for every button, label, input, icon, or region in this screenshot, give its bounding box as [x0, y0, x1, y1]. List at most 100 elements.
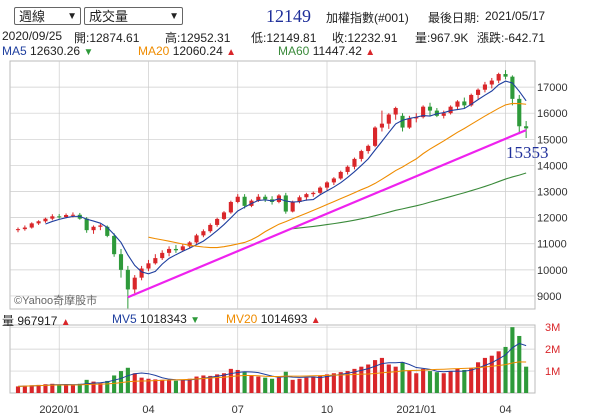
volume-bar — [489, 355, 494, 393]
candle-body — [153, 258, 158, 264]
candle-body — [427, 106, 433, 111]
ohlc-close: 收:12232.91 — [332, 31, 398, 45]
indicator-select-label: 成交量 — [89, 9, 129, 24]
volume-bar — [324, 374, 330, 393]
volume-bar — [345, 371, 350, 393]
candle-body — [393, 107, 398, 115]
ohlc-volume: 量:967.9K — [415, 31, 469, 45]
candle-body — [421, 106, 426, 118]
mv20-label: MV20 — [226, 312, 258, 326]
candle-body — [352, 158, 357, 167]
volume-bar — [338, 372, 343, 393]
candle-body — [297, 197, 302, 202]
candle-body — [228, 201, 233, 213]
up-arrow-icon: ▲ — [365, 47, 376, 58]
volume-bar — [386, 364, 391, 393]
volume-bar — [221, 373, 227, 393]
candle-body — [22, 227, 27, 230]
volume-bar — [373, 360, 378, 393]
candle-body — [112, 235, 117, 255]
volume-bar — [173, 380, 178, 393]
candle-body — [290, 201, 295, 212]
ma60-legend: MA60 11447.42 ▲ — [278, 44, 375, 58]
volume-legend: 量 967917 ▲ — [2, 312, 71, 329]
candle-body — [400, 115, 405, 128]
volume-bar — [187, 378, 192, 393]
ma60-value: 11447.42 — [312, 44, 362, 58]
mv5-label: MV5 — [112, 312, 137, 326]
candle-body — [98, 225, 103, 227]
candle-body — [194, 235, 199, 243]
candle-body — [496, 74, 501, 81]
volume-bar — [118, 371, 124, 393]
x-tick-label: 2021/01 — [396, 404, 436, 416]
candle-body — [173, 248, 178, 251]
volume-bar — [366, 364, 371, 393]
candle-body — [386, 114, 391, 124]
volume-bar — [125, 367, 130, 393]
volume-bar — [290, 379, 295, 393]
candle-body — [160, 252, 165, 259]
volume-bar — [70, 385, 75, 393]
volume-bar — [448, 371, 453, 393]
candle-body — [379, 123, 384, 128]
candle-body — [201, 231, 206, 236]
candle-body — [414, 117, 419, 119]
trendline — [127, 129, 527, 299]
volume-bar — [112, 375, 117, 393]
chevron-down-icon: ▼ — [169, 11, 179, 22]
volume-bar — [421, 368, 426, 393]
volume-value: 967917 — [17, 314, 58, 328]
y-tick-label: 17000 — [537, 82, 568, 94]
x-tick-label: 2020/01 — [39, 404, 79, 416]
ohlc-open: 開:12874.61 — [74, 31, 140, 45]
volume-bar — [153, 379, 158, 393]
ma20-line — [148, 102, 527, 249]
period-select[interactable]: 週線 ▼ — [14, 7, 81, 25]
volume-tick-label: 2M — [545, 344, 560, 356]
volume-tick-label: 1M — [545, 366, 560, 378]
candle-body — [263, 196, 268, 200]
candle-body — [448, 106, 453, 114]
volume-bar — [496, 351, 501, 393]
volume-bar — [379, 357, 384, 393]
candle-body — [242, 196, 247, 206]
volume-bar — [146, 378, 151, 393]
price-annotation-top: 12149 — [266, 6, 311, 26]
candle-body — [105, 226, 110, 236]
candle-body — [132, 277, 137, 290]
volume-bar — [208, 375, 213, 393]
candle-body — [503, 74, 508, 77]
ma20-value: 12060.24 — [172, 44, 223, 58]
volume-bar — [276, 377, 281, 393]
volume-bar — [469, 367, 474, 393]
candle-body — [359, 151, 364, 159]
watermark: ©Yahoo奇摩股市 — [14, 295, 98, 307]
volume-bar — [249, 375, 254, 393]
candle-body — [84, 218, 89, 231]
volume-bar — [242, 372, 247, 393]
candle-body — [476, 89, 481, 95]
volume-bar — [462, 369, 467, 393]
x-tick-label: 04 — [142, 404, 154, 416]
ma20-label: MA20 — [138, 44, 170, 58]
volume-bar — [503, 346, 508, 393]
volume-bar — [215, 374, 220, 393]
volume-bar — [318, 375, 323, 393]
volume-bar — [407, 371, 412, 393]
candle-body — [125, 269, 130, 290]
candle-body — [146, 263, 151, 269]
x-tick-label: 04 — [499, 404, 511, 416]
y-tick-label: 16000 — [537, 108, 568, 120]
ohlc-change: 漲跌:-642.71 — [477, 31, 546, 45]
ma20-legend: MA20 12060.24 ▲ — [138, 44, 236, 58]
volume-bar — [36, 384, 41, 393]
candle-body — [373, 127, 378, 146]
ma5-legend: MA5 12630.26 ▼ — [2, 44, 93, 58]
volume-bar — [91, 381, 96, 393]
indicator-select[interactable]: 成交量 ▼ — [84, 7, 183, 25]
candle-body — [43, 218, 48, 222]
volume-bar — [524, 366, 529, 393]
volume-bar — [510, 327, 515, 393]
